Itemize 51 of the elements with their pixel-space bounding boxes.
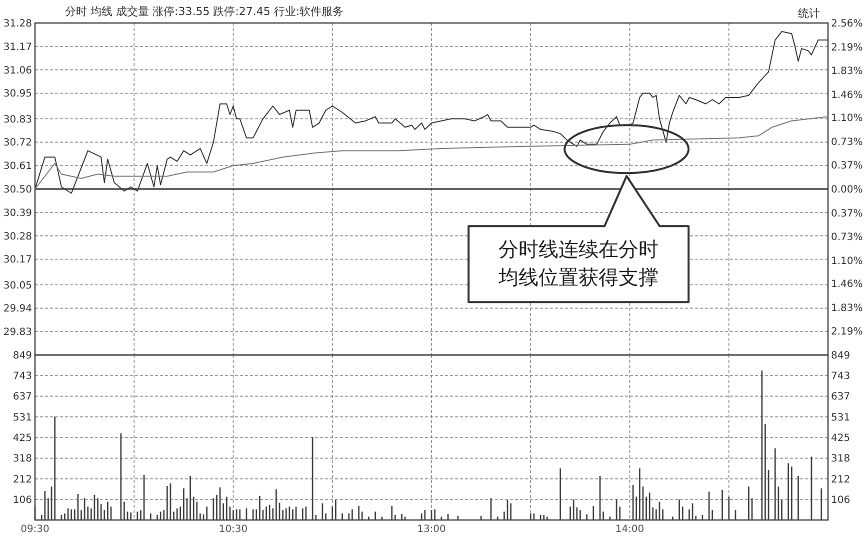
- y2-tick-label: 212: [831, 474, 850, 486]
- y2-tick-label: 2.56%: [831, 18, 863, 30]
- y-tick-label: 637: [12, 392, 32, 403]
- y-tick-label: 743: [12, 371, 32, 382]
- y-tick-label: 29.94: [3, 304, 32, 315]
- y2-tick-label: 0.73%: [831, 232, 863, 243]
- y2-tick-label: 1.10%: [831, 113, 863, 124]
- y2-tick-label: 0.37%: [831, 208, 863, 220]
- y2-tick-label: 425: [831, 432, 850, 444]
- y-tick-label: 30.61: [3, 161, 32, 172]
- y2-tick-label: 1.10%: [831, 256, 863, 267]
- y2-tick-label: 1.83%: [831, 66, 863, 77]
- y2-tick-label: 0.00%: [831, 184, 863, 196]
- x-tick-label: 14:00: [615, 524, 644, 535]
- y2-tick-label: 0.73%: [831, 137, 863, 148]
- y-tick-label: 31.17: [3, 42, 32, 53]
- y-tick-label: 30.83: [3, 114, 32, 126]
- y-tick-label: 425: [12, 432, 32, 444]
- y2-tick-label: 1.46%: [831, 90, 863, 101]
- y-tick-label: 31.28: [3, 18, 32, 30]
- y-tick-label: 31.06: [3, 65, 32, 76]
- y2-tick-label: 106: [831, 494, 850, 506]
- x-tick-label: 13:00: [417, 524, 446, 535]
- y-tick-label: 30.50: [3, 184, 32, 196]
- annotation: 分时线连续在分时均线位置获得支撑: [498, 237, 659, 290]
- y-tick-label: 849: [12, 350, 32, 362]
- y2-tick-label: 531: [831, 412, 850, 424]
- text: 统计: [798, 7, 820, 20]
- y2-tick-label: 849: [831, 350, 850, 362]
- y-tick-label: 30.28: [3, 231, 32, 242]
- chart-title: 分时 均线 成交量 涨停:33.55 跌停:27.45 行业:软件服务: [65, 5, 344, 18]
- y2-tick-label: 637: [831, 392, 850, 403]
- y2-tick-label: 1.46%: [831, 279, 863, 290]
- y2-tick-label: 2.19%: [831, 42, 863, 54]
- y-tick-label: 212: [12, 474, 32, 486]
- y-tick-label: 30.17: [3, 254, 32, 266]
- y-tick-label: 531: [12, 412, 32, 424]
- y-tick-label: 30.05: [3, 280, 32, 292]
- y2-tick-label: 2.19%: [831, 326, 863, 338]
- y-tick-label: 318: [12, 454, 32, 465]
- y-tick-label: 30.95: [3, 88, 32, 100]
- y2-tick-label: 0.37%: [831, 160, 863, 172]
- x-tick-label: 10:30: [218, 524, 248, 535]
- x-tick-label: 09:30: [20, 524, 50, 535]
- y-tick-label: 106: [12, 494, 32, 506]
- y2-tick-label: 318: [831, 454, 850, 465]
- y-tick-label: 29.83: [3, 327, 32, 338]
- y2-tick-label: 743: [831, 371, 850, 382]
- y2-tick-label: 1.83%: [831, 303, 863, 314]
- y-tick-label: 30.39: [3, 208, 32, 219]
- y-tick-label: 30.72: [3, 138, 32, 149]
